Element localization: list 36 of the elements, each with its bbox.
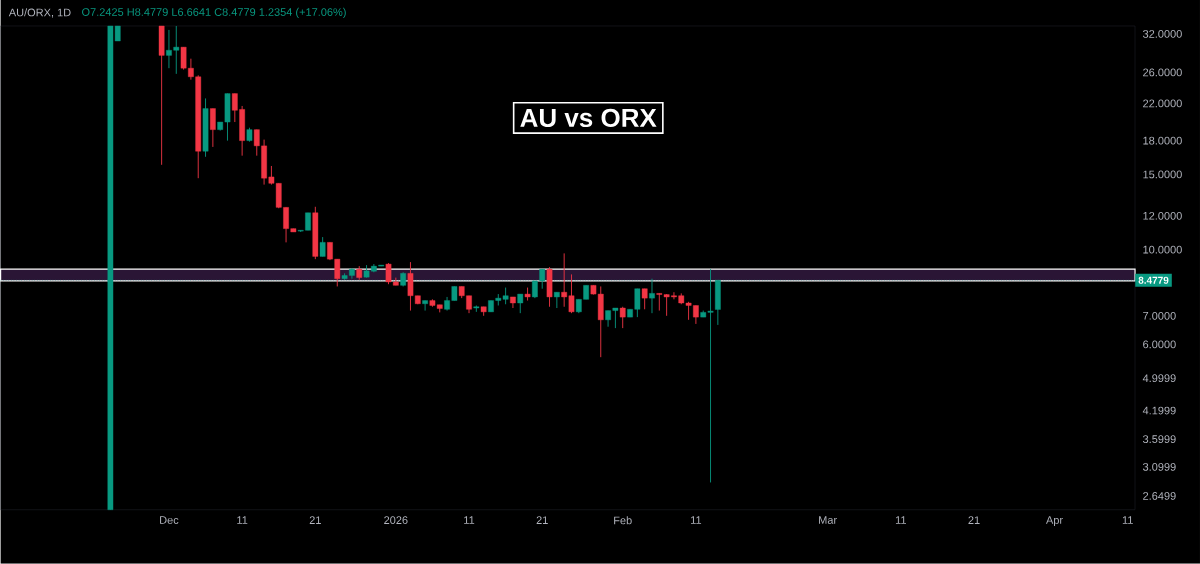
x-tick-label: 11 (237, 516, 248, 524)
candlestick (319, 236, 326, 258)
text: O7.2425 H8.4779 L6.6641 C8.4779 1.2354 (+17.06%) (82, 8, 346, 19)
x-tick-label: Apr (1045, 516, 1063, 527)
y-tick-label: 22.0000 (1143, 99, 1182, 108)
ref-line-label: 8.4779 (1138, 276, 1169, 284)
x-tick-label: Feb (614, 516, 632, 525)
chart-subtitle: AU/ORX, 1D (8, 8, 71, 18)
x-tick-label: Dec (160, 516, 179, 525)
y-tick-label: 18.0000 (1143, 136, 1182, 145)
y-tick-label: 15.0000 (1143, 170, 1182, 179)
y-tick-label: 7.0000 (1143, 312, 1176, 320)
candlestick (641, 288, 648, 310)
x-tick-label: 11 (1122, 516, 1133, 524)
y-tick-label: 6.0000 (1143, 340, 1176, 349)
y-tick-label: 12.0000 (1143, 212, 1182, 220)
y-tick-label: 4.1999 (1142, 406, 1176, 415)
x-tick-label: 21 (536, 516, 548, 525)
y-tick-label: 2.6499 (1143, 492, 1176, 500)
candlestick (210, 108, 216, 148)
candlestick (422, 300, 428, 312)
x-tick-label: 2026 (384, 516, 408, 525)
candlestick (517, 293, 524, 314)
y-tick-label: 3.0999 (1142, 463, 1176, 471)
x-tick-label: 11 (464, 516, 475, 524)
y-tick-label: 4.9999 (1142, 374, 1176, 383)
x-tick-label: 21 (309, 516, 321, 525)
x-tick-label: 11 (691, 516, 702, 524)
x-tick-label: Mar (819, 516, 837, 525)
text: AU vs ORX (520, 108, 657, 128)
x-tick-label: 21 (968, 516, 980, 525)
x-tick-label: 11 (895, 516, 906, 524)
y-tick-label: 10.0000 (1143, 245, 1182, 254)
y-tick-label: 3.5999 (1142, 435, 1176, 444)
y-tick-label: 32.0000 (1142, 30, 1182, 38)
y-tick-label: 26.0000 (1143, 68, 1182, 77)
